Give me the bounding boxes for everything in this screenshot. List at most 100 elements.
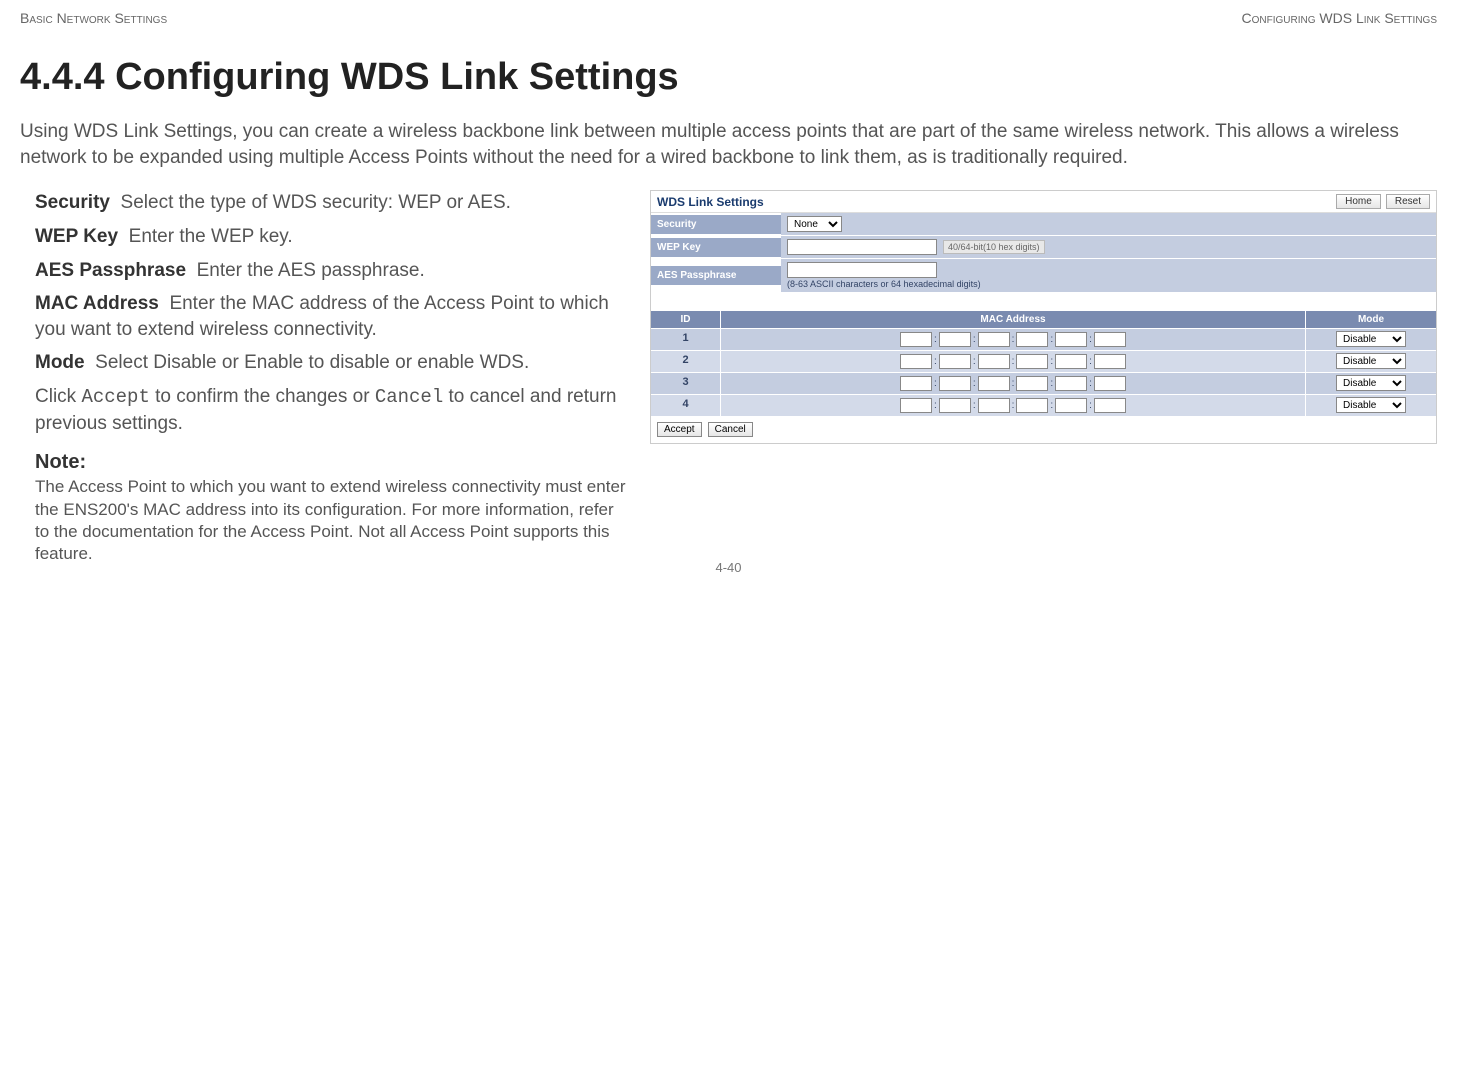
security-select[interactable]: None bbox=[787, 216, 842, 232]
mac-colon: : bbox=[1050, 356, 1053, 367]
mac-octet-input[interactable] bbox=[900, 354, 932, 369]
field-mac-label: MAC Address bbox=[35, 293, 159, 314]
wepkey-label: WEP Key bbox=[651, 238, 781, 257]
field-aes: AES Passphrase Enter the AES passphrase. bbox=[35, 258, 630, 284]
mac-colon: : bbox=[934, 378, 937, 389]
mac-octet-input[interactable] bbox=[939, 354, 971, 369]
mac-octet-input[interactable] bbox=[978, 354, 1010, 369]
header-left: Basic Network Settings bbox=[20, 10, 167, 26]
mac-octet-input[interactable] bbox=[1016, 354, 1048, 369]
field-security: Security Select the type of WDS security… bbox=[35, 190, 630, 216]
row-mode: Disable bbox=[1306, 395, 1436, 416]
aes-hint: (8-63 ASCII characters or 64 hexadecimal… bbox=[787, 279, 981, 289]
mac-colon: : bbox=[973, 400, 976, 411]
aes-label: AES Passphrase bbox=[651, 266, 781, 285]
mac-colon: : bbox=[1050, 378, 1053, 389]
field-wepkey-label: WEP Key bbox=[35, 226, 118, 247]
mac-octet-input[interactable] bbox=[939, 332, 971, 347]
mac-colon: : bbox=[1012, 356, 1015, 367]
screenshot-column: WDS Link Settings Home Reset Security No… bbox=[650, 190, 1437, 565]
aes-input[interactable] bbox=[787, 262, 937, 278]
field-security-label: Security bbox=[35, 192, 110, 213]
mac-colon: : bbox=[934, 334, 937, 345]
mac-octet-input[interactable] bbox=[1094, 332, 1126, 347]
mac-octet-input[interactable] bbox=[1055, 332, 1087, 347]
mac-octet-input[interactable] bbox=[939, 376, 971, 391]
row-id: 3 bbox=[651, 373, 721, 394]
wepkey-input[interactable] bbox=[787, 239, 937, 255]
row-id: 1 bbox=[651, 329, 721, 350]
mode-select[interactable]: Disable bbox=[1336, 375, 1406, 391]
mac-colon: : bbox=[1012, 400, 1015, 411]
mac-octet-input[interactable] bbox=[1055, 398, 1087, 413]
mac-octet-input[interactable] bbox=[1094, 376, 1126, 391]
mac-octet-input[interactable] bbox=[1016, 332, 1048, 347]
description-column: Security Select the type of WDS security… bbox=[20, 190, 630, 565]
row-id: 4 bbox=[651, 395, 721, 416]
mode-select[interactable]: Disable bbox=[1336, 353, 1406, 369]
mac-octet-input[interactable] bbox=[978, 376, 1010, 391]
row-mode: Disable bbox=[1306, 351, 1436, 372]
mac-octet-input[interactable] bbox=[1055, 354, 1087, 369]
mac-colon: : bbox=[934, 400, 937, 411]
row-id: 2 bbox=[651, 351, 721, 372]
row-mac: ::::: bbox=[721, 373, 1306, 394]
field-mode: Mode Select Disable or Enable to disable… bbox=[35, 350, 630, 376]
mac-colon: : bbox=[1089, 378, 1092, 389]
row-mode: Disable bbox=[1306, 373, 1436, 394]
mac-octet-input[interactable] bbox=[1094, 398, 1126, 413]
field-mac: MAC Address Enter the MAC address of the… bbox=[35, 291, 630, 342]
mac-colon: : bbox=[1089, 356, 1092, 367]
home-button[interactable]: Home bbox=[1336, 194, 1381, 209]
col-mac: MAC Address bbox=[721, 311, 1306, 328]
wepkey-hint: 40/64-bit(10 hex digits) bbox=[943, 240, 1045, 254]
mac-colon: : bbox=[1050, 334, 1053, 345]
col-id: ID bbox=[651, 311, 721, 328]
page-number: 4-40 bbox=[715, 560, 741, 575]
mac-colon: : bbox=[1050, 400, 1053, 411]
table-row: 2:::::Disable bbox=[651, 350, 1436, 372]
wds-title: WDS Link Settings bbox=[657, 195, 764, 209]
section-heading: 4.4.4 Configuring WDS Link Settings bbox=[20, 56, 1437, 99]
mac-octet-input[interactable] bbox=[1055, 376, 1087, 391]
mac-colon: : bbox=[934, 356, 937, 367]
reset-button[interactable]: Reset bbox=[1386, 194, 1430, 209]
mac-octet-input[interactable] bbox=[1016, 376, 1048, 391]
col-mode: Mode bbox=[1306, 311, 1436, 328]
note-heading: Note: bbox=[35, 451, 630, 474]
mac-octet-input[interactable] bbox=[900, 398, 932, 413]
mac-octet-input[interactable] bbox=[900, 332, 932, 347]
mac-octet-input[interactable] bbox=[1094, 354, 1126, 369]
cancel-button[interactable]: Cancel bbox=[708, 422, 753, 437]
mac-colon: : bbox=[973, 378, 976, 389]
field-mode-desc: Select Disable or Enable to disable or e… bbox=[95, 352, 529, 373]
row-mode: Disable bbox=[1306, 329, 1436, 350]
mac-octet-input[interactable] bbox=[978, 332, 1010, 347]
table-row: 1:::::Disable bbox=[651, 328, 1436, 350]
note-body: The Access Point to which you want to ex… bbox=[35, 476, 630, 564]
wds-screenshot: WDS Link Settings Home Reset Security No… bbox=[650, 190, 1437, 444]
table-row: 3:::::Disable bbox=[651, 372, 1436, 394]
mac-colon: : bbox=[1089, 400, 1092, 411]
confirm-cancel: Cancel bbox=[375, 386, 443, 408]
mac-octet-input[interactable] bbox=[1016, 398, 1048, 413]
confirm-paragraph: Click Accept to confirm the changes or C… bbox=[35, 384, 630, 436]
field-security-desc: Select the type of WDS security: WEP or … bbox=[121, 192, 511, 213]
mode-select[interactable]: Disable bbox=[1336, 331, 1406, 347]
mac-table-header: ID MAC Address Mode bbox=[651, 311, 1436, 328]
field-wepkey: WEP Key Enter the WEP key. bbox=[35, 224, 630, 250]
mac-octet-input[interactable] bbox=[939, 398, 971, 413]
field-aes-label: AES Passphrase bbox=[35, 260, 186, 281]
mac-colon: : bbox=[1012, 378, 1015, 389]
mac-colon: : bbox=[973, 356, 976, 367]
security-label: Security bbox=[651, 215, 781, 234]
row-mac: ::::: bbox=[721, 329, 1306, 350]
accept-button[interactable]: Accept bbox=[657, 422, 702, 437]
confirm-accept: Accept bbox=[81, 386, 149, 408]
mac-octet-input[interactable] bbox=[978, 398, 1010, 413]
mode-select[interactable]: Disable bbox=[1336, 397, 1406, 413]
row-mac: ::::: bbox=[721, 351, 1306, 372]
mac-colon: : bbox=[1012, 334, 1015, 345]
field-wepkey-desc: Enter the WEP key. bbox=[129, 226, 293, 247]
mac-octet-input[interactable] bbox=[900, 376, 932, 391]
